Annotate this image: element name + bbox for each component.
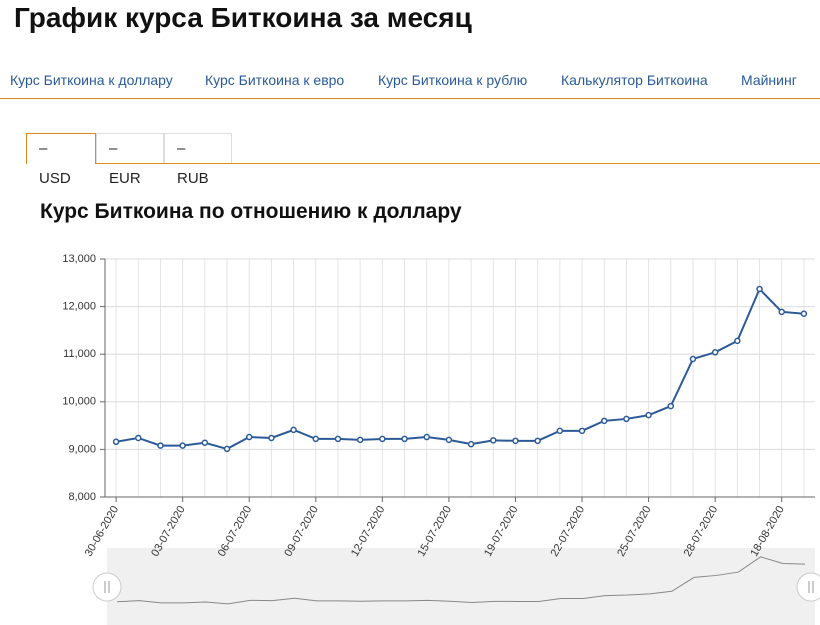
tab-bar: – USD – EUR – RUB [26,133,820,187]
point [423,433,430,441]
y-tick-label: 11,000 [63,348,96,360]
point [223,445,231,453]
point [401,435,408,443]
point [534,437,541,445]
point [623,415,630,423]
point [157,442,164,449]
navigator-line [116,556,806,605]
y-tick-label: 9,000 [68,443,96,455]
tab[interactable]: – RUB [164,133,232,187]
nav-link[interactable]: Майнинг [741,72,797,88]
y-tick-label: 13,000 [62,253,96,265]
point [201,439,209,446]
y-tick-label: 12,000 [62,301,96,313]
series-line [115,287,804,450]
point [379,435,386,443]
point [578,427,586,435]
point [512,437,519,445]
point [667,402,675,410]
tab-label: EUR [109,170,141,187]
point [356,436,364,444]
tab-label: USD [39,170,71,187]
point [756,285,763,293]
nav-link[interactable]: Курс Биткоина к евро [205,72,345,88]
y-tick-label: 8,000 [68,491,96,503]
point [179,442,186,449]
point [711,349,719,356]
point [645,411,652,419]
point [600,417,608,425]
chart-title: Курс Биткоина по отношению к доллару [40,200,462,223]
navigator-bg [107,548,815,625]
point [445,436,453,444]
point [734,337,741,345]
page-title: График курса Биткоина за месяц [14,2,472,33]
point [334,435,342,443]
navigator-handle[interactable] [92,572,122,602]
point [245,433,253,441]
tab[interactable]: – EUR [96,133,164,187]
point [800,310,808,317]
point [490,437,497,444]
y-tick-label: 10,000 [62,396,96,408]
point [290,426,297,434]
point [778,308,785,316]
tab-label: RUB [177,170,209,187]
point [112,438,120,446]
nav-link[interactable]: Калькулятор Биткоина [561,72,708,88]
point [268,434,275,442]
tab[interactable]: – USD [26,133,96,187]
nav-bar: Курс Биткоина к доллару Курс Биткоина к … [0,70,820,99]
nav-link[interactable]: Курс Биткоина к рублю [378,72,528,88]
point [135,434,142,442]
point [689,355,697,363]
point [467,440,475,448]
nav-link[interactable]: Курс Биткоина к доллару [10,72,173,88]
point [312,435,320,443]
point [556,427,564,435]
